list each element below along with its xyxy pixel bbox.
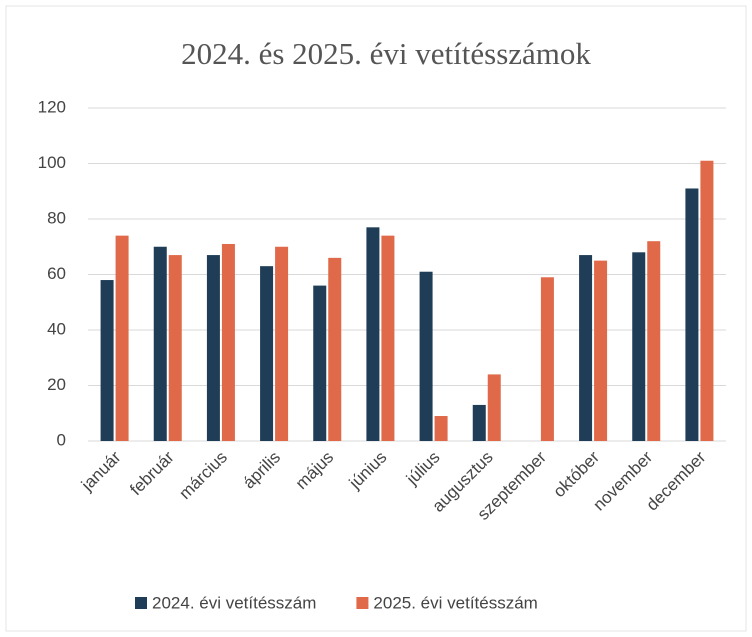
bar: [419, 271, 433, 441]
bar: [540, 277, 554, 441]
y-tick-label: 80: [47, 208, 66, 227]
bar: [472, 404, 486, 441]
bar: [632, 252, 646, 441]
bar: [381, 235, 395, 441]
y-tick-label: 100: [38, 153, 66, 172]
bar: [206, 255, 220, 441]
bar: [168, 255, 182, 441]
bar: [366, 227, 380, 441]
bar: [594, 260, 608, 441]
bar: [487, 374, 501, 441]
y-tick-label: 40: [47, 319, 66, 338]
legend-swatch: [135, 597, 147, 609]
bar: [328, 257, 342, 441]
bar: [221, 243, 235, 441]
y-tick-label: 60: [47, 264, 66, 283]
bar: [647, 241, 661, 441]
bar: [700, 160, 714, 441]
bar: [579, 255, 593, 441]
legend-label: 2025. évi vetítésszám: [373, 593, 537, 612]
bar: [685, 188, 699, 441]
y-tick-label: 0: [57, 430, 66, 449]
y-tick-label: 20: [47, 375, 66, 394]
bar: [260, 266, 274, 441]
y-tick-label: 120: [38, 97, 66, 116]
bar: [100, 280, 114, 441]
bar: [115, 235, 129, 441]
bar: [153, 246, 167, 441]
bar: [434, 416, 448, 441]
bar: [313, 285, 327, 441]
legend-label: 2024. évi vetítésszám: [152, 593, 316, 612]
chart-title: 2024. és 2025. évi vetítésszámok: [181, 36, 591, 71]
legend-swatch: [356, 597, 369, 609]
bar: [275, 246, 289, 441]
